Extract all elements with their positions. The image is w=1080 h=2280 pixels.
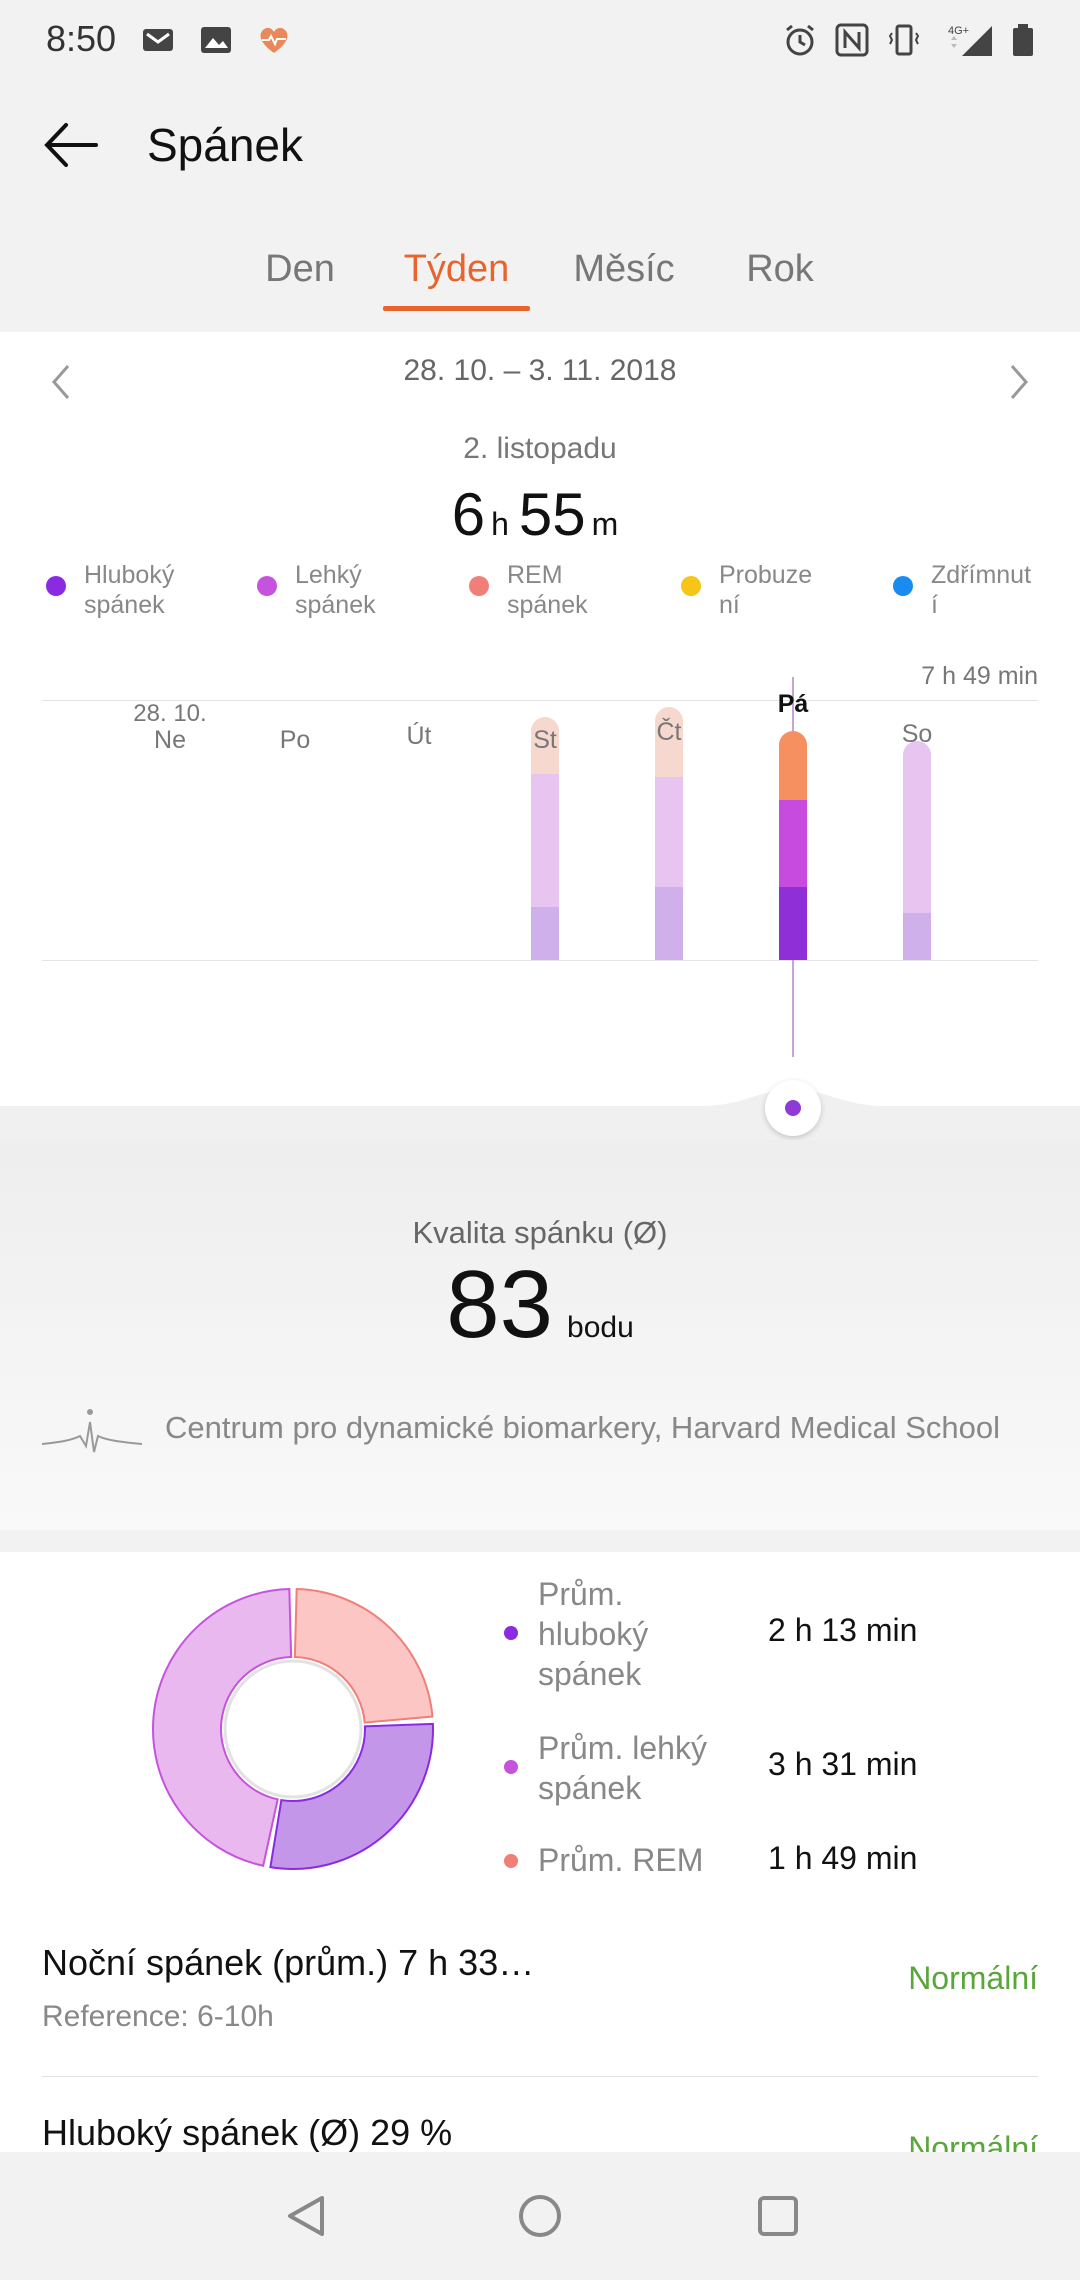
x-label-Pá: Pá: [777, 690, 809, 718]
page-title: Spánek: [147, 119, 304, 171]
duration-minutes-unit: m: [591, 506, 619, 542]
chart-top-gridline: [42, 700, 1038, 701]
x-label-Po: Po: [279, 726, 311, 754]
bar-segment-light: [655, 777, 683, 887]
legend-dot: [46, 576, 66, 596]
heart-rate-icon: [260, 27, 288, 53]
bar-segment-light: [531, 773, 559, 907]
x-label-So: So: [901, 720, 933, 748]
legend-awake: Probuze ní: [681, 560, 812, 620]
battery-icon: [1013, 24, 1033, 56]
duration-minutes: 55: [518, 481, 586, 548]
x-first-date: 28. 10.: [133, 700, 207, 727]
bar-segment-light: [779, 800, 807, 887]
divider: [42, 2076, 1038, 2077]
back-nav-icon[interactable]: [278, 2188, 334, 2244]
x-label-Ne: Ne: [154, 726, 186, 754]
bar-segment-deep: [779, 886, 807, 960]
vibrate-icon: [888, 24, 920, 56]
sleep-quality-value: 83: [446, 1251, 554, 1358]
bar-St[interactable]: [531, 717, 559, 960]
selected-day-label: 2. listopadu: [463, 432, 617, 465]
donut-slice-deep: [269, 1722, 434, 1870]
signal-4g-icon: 4G+: [948, 25, 992, 56]
x-label-Čt: Čt: [656, 718, 682, 746]
x-label-St: St: [533, 726, 557, 754]
bar-segment-deep: [655, 886, 683, 960]
active-tab-indicator: [383, 306, 530, 311]
legend-nap: Zdřímnut í: [893, 560, 1031, 620]
bar-segment-deep: [531, 906, 559, 960]
day-selector-knob[interactable]: [765, 1080, 821, 1136]
tab-month[interactable]: Měsíc: [573, 248, 675, 290]
date-range: 28. 10. – 3. 11. 2018: [403, 354, 677, 387]
chart-baseline: [42, 960, 1038, 961]
legend-dot: [893, 576, 913, 596]
bar-segment-light: [903, 740, 931, 914]
mail-icon: [143, 29, 173, 51]
night-sleep-summary: Noční spánek (prům.) 7 h 33…: [42, 1942, 535, 1983]
home-nav-icon[interactable]: [512, 2188, 568, 2244]
quality-source-text: Centrum pro dynamické biomarkery, Harvar…: [165, 1410, 1001, 1445]
app-bar: Spánek: [0, 80, 1080, 210]
previous-week-icon[interactable]: [40, 352, 80, 412]
sleep-quality-unit: bodu: [567, 1311, 634, 1344]
sleep-quality-score: 83 bodu: [0, 1250, 1080, 1360]
bar-segment-deep: [903, 913, 931, 960]
avg-rem-dot: [504, 1854, 518, 1868]
bar-Čt[interactable]: [655, 707, 683, 960]
bar-segment-rem: [779, 730, 807, 801]
legend-dot: [469, 576, 489, 596]
bar-Pá[interactable]: [779, 730, 807, 960]
sleep-composition-donut: [152, 1588, 434, 1870]
nfc-icon: [835, 23, 869, 57]
avg-light-sleep-label: Prům. lehký spánek: [504, 1728, 738, 1808]
deep-sleep-summary: Hluboký spánek (Ø) 29 %: [42, 2112, 453, 2153]
image-icon: [201, 27, 231, 53]
sleep-chart-card: 28. 10. – 3. 11. 2018 2. listopadu 6 h 55 m…: [0, 332, 1080, 1107]
night-sleep-status: Normální: [908, 1960, 1038, 1996]
legend-light-sleep: Lehký spánek: [257, 560, 376, 620]
avg-deep-dot: [504, 1626, 518, 1640]
night-sleep-reference: Reference: 6-10h: [42, 2000, 274, 2033]
donut-slice-rem: [293, 1588, 434, 1724]
duration-hours: 6: [451, 481, 486, 548]
legend-deep-sleep: Hluboký spánek: [46, 560, 174, 620]
status-time: 8:50: [46, 18, 117, 59]
system-nav-bar: [0, 2152, 1080, 2280]
bar-So[interactable]: [903, 740, 931, 960]
knob-dot: [785, 1100, 801, 1116]
duration-hours-unit: h: [491, 506, 509, 542]
donut-slice-light: [152, 1588, 293, 1867]
donut-center: [223, 1659, 363, 1799]
period-tabs: Den Týden Měsíc Rok: [0, 230, 1080, 330]
recents-nav-icon[interactable]: [750, 2188, 806, 2244]
tab-year[interactable]: Rok: [746, 248, 814, 290]
legend-dot: [681, 576, 701, 596]
sleep-quality-section: Kvalita spánku (Ø) 83 bodu Centrum pro dy…: [0, 1140, 1080, 1530]
tab-day[interactable]: Den: [265, 248, 335, 290]
sleep-quality-label: Kvalita spánku (Ø): [412, 1215, 668, 1250]
avg-light-dot: [504, 1760, 518, 1774]
legend-dot: [257, 576, 277, 596]
biomarker-logo-icon: [42, 1409, 142, 1453]
bar-segment-rem: [655, 707, 683, 778]
network-label: 4G+: [948, 25, 969, 37]
status-bar: 8:50 4G+: [0, 0, 1080, 80]
avg-deep-sleep-label: Prům. hluboký spánek: [504, 1574, 728, 1694]
x-label-Út: Út: [406, 722, 432, 750]
avg-light-sleep-value: 3 h 31 min: [768, 1746, 918, 1782]
avg-deep-sleep-value: 2 h 13 min: [768, 1612, 918, 1648]
alarm-icon: [786, 24, 814, 56]
next-week-icon[interactable]: [1000, 352, 1040, 412]
bar-segment-rem: [531, 717, 559, 774]
back-arrow-icon[interactable]: [36, 110, 106, 180]
chart-max-label: 7 h 49 min: [921, 662, 1038, 690]
avg-rem-value: 1 h 49 min: [768, 1840, 918, 1876]
tab-week[interactable]: Týden: [403, 248, 510, 290]
legend-rem-sleep: REM spánek: [469, 560, 588, 620]
avg-rem-label: Prům. REM: [504, 1840, 778, 1880]
sleep-averages-section: Prům. hluboký spánek 2 h 13 min Prům. le…: [0, 1552, 1080, 2166]
sleep-duration: 6 h 55 m: [0, 480, 1080, 549]
